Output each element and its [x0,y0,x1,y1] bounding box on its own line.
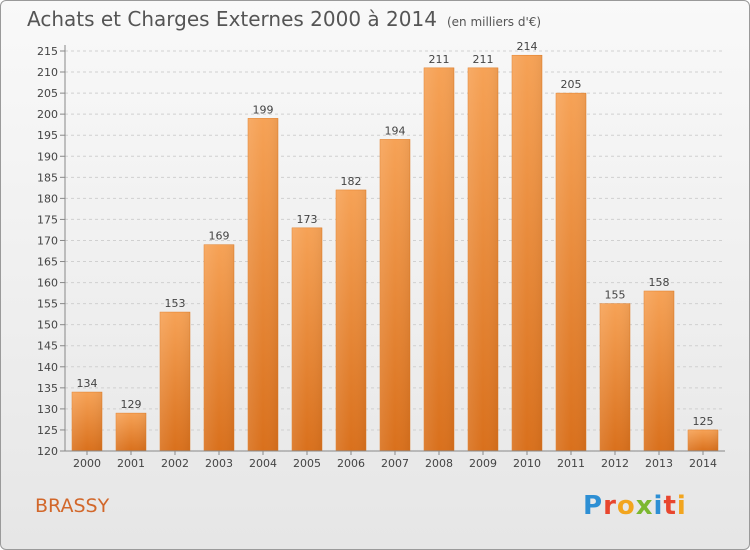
x-tick-label: 2010 [513,457,541,470]
city-name: BRASSY [35,495,110,517]
y-tick-label: 215 [37,45,58,58]
chart-title: Achats et Charges Externes 2000 à 2014 (e… [27,7,541,31]
bar-shading [512,55,542,452]
y-tick-label: 130 [37,403,58,416]
x-tick-label: 2007 [381,457,409,470]
x-tick-label: 2011 [557,457,585,470]
proxiti-logo[interactable]: Proxiti [583,491,687,521]
data-label: 155 [605,289,626,302]
x-tick-label: 2006 [337,457,365,470]
y-tick-label: 210 [37,66,58,79]
bar-shading [600,303,630,451]
y-tick-label: 190 [37,150,58,163]
logo-letter: t [663,491,677,521]
y-tick-label: 175 [37,213,58,226]
logo-letter: i [653,491,664,521]
logo-letter: i [676,491,687,521]
bar-shading [292,227,322,451]
y-tick-label: 120 [37,445,58,458]
y-tick-label: 135 [37,382,58,395]
y-tick-label: 160 [37,277,58,290]
bar-shading [644,291,674,451]
y-tick-label: 125 [37,424,58,437]
bar-shading [204,244,234,451]
y-tick-label: 185 [37,171,58,184]
data-label: 158 [649,276,670,289]
y-tick-label: 140 [37,361,58,374]
bar-shading [688,429,718,451]
bar-shading [424,67,454,451]
logo-letter: r [603,491,617,521]
x-tick-label: 2003 [205,457,233,470]
bar-shading [160,312,190,451]
data-label: 153 [165,297,186,310]
x-tick-label: 2000 [73,457,101,470]
x-tick-label: 2008 [425,457,453,470]
bars: 134 129 153 169 199 173 182 194 211 211 214 205 155 1… [71,40,719,452]
bar-shading [468,67,498,451]
chart-title-text: Achats et Charges Externes 2000 à 2014 [27,7,437,31]
data-label: 199 [253,103,274,116]
bar-shading [556,93,586,452]
data-label: 173 [297,213,318,226]
x-tick-label: 2001 [117,457,145,470]
data-label: 211 [473,53,494,66]
y-tick-label: 205 [37,87,58,100]
y-tick-label: 195 [37,129,58,142]
data-label: 169 [209,230,230,243]
data-label: 211 [429,53,450,66]
logo-letter: o [616,491,636,521]
data-label: 205 [561,78,582,91]
x-tick-label: 2012 [601,457,629,470]
chart-subtitle: (en milliers d'€) [446,15,542,29]
bar-shading [116,413,146,451]
logo-letter: x [635,491,654,521]
bar-shading [336,189,366,451]
data-label: 129 [121,398,142,411]
x-tick-label: 2002 [161,457,189,470]
x-tick-label: 2005 [293,457,321,470]
x-tick-label: 2004 [249,457,277,470]
y-tick-label: 150 [37,319,58,332]
y-tick-label: 145 [37,340,58,353]
data-label: 182 [341,175,362,188]
x-axis: 2000 2001 2002 2003 2004 2005 2006 2007 2008 2009… [65,450,725,470]
data-label: 134 [77,377,98,390]
y-tick-label: 180 [37,192,58,205]
data-label: 214 [517,40,538,53]
bar-shading [248,118,278,452]
y-tick-label: 200 [37,108,58,121]
y-tick-label: 165 [37,256,58,269]
x-tick-label: 2013 [645,457,673,470]
x-tick-label: 2014 [689,457,717,470]
y-tick-label: 170 [37,234,58,247]
bar-shading [72,392,102,451]
data-label: 125 [693,415,714,428]
y-tick-label: 155 [37,298,58,311]
data-label: 194 [385,124,406,137]
bar-shading [380,139,410,451]
logo-letter: P [583,491,604,521]
y-axis: 120 125 130 135 140 145 150 155 160 165 170 175 180 1… [37,45,66,458]
x-tick-label: 2009 [469,457,497,470]
